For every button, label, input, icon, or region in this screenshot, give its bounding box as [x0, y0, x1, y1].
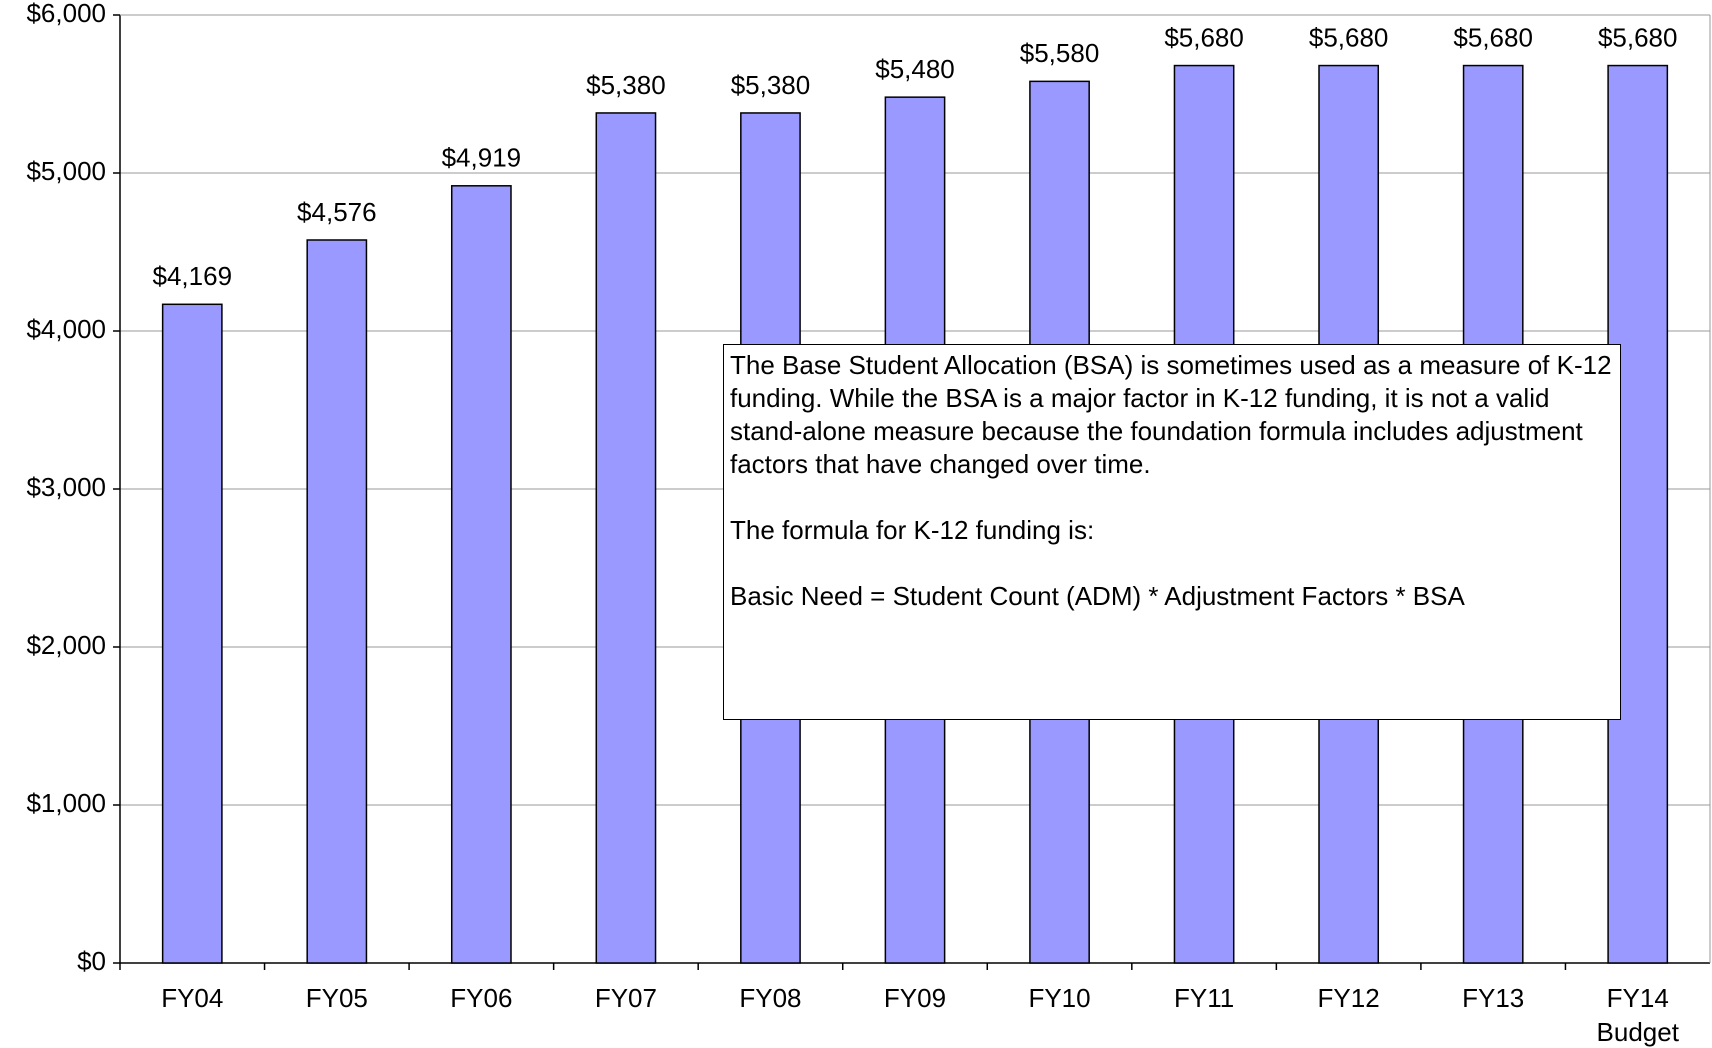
y-tick-label: $4,000 [26, 314, 106, 344]
value-label: $4,169 [153, 261, 233, 291]
x-tick-label: FY11 [1173, 983, 1235, 1013]
y-tick-label: $2,000 [26, 630, 106, 660]
x-tick-label: FY05 [305, 983, 368, 1013]
x-tick-label: FY12 [1317, 983, 1380, 1013]
annotation: Basic Need = Student Count (ADM) * Adjus… [730, 581, 1465, 611]
value-label: $4,576 [297, 197, 377, 227]
x-tick-label: FY06 [450, 983, 513, 1013]
value-label: $5,380 [731, 70, 811, 100]
x-tick-label: FY10 [1028, 983, 1091, 1013]
value-label: $5,380 [586, 70, 666, 100]
annotation-box: The Base Student Allocation (BSA) is som… [723, 344, 1621, 720]
value-label: $5,680 [1453, 22, 1533, 52]
y-tick-label: $5,000 [26, 156, 106, 186]
annotation: The formula for K-12 funding is: [730, 515, 1095, 545]
x-tick-label: FY07 [594, 983, 657, 1013]
value-label: $5,480 [875, 54, 955, 84]
x-tick-label: FY14 Budget [1596, 983, 1679, 1047]
value-label: $5,680 [1164, 22, 1244, 52]
x-tick-label: FY09 [883, 983, 947, 1013]
x-tick-label: FY08 [739, 983, 802, 1013]
y-tick-label: $3,000 [26, 472, 106, 502]
value-label: $5,580 [1020, 38, 1100, 68]
bar [306, 239, 368, 964]
x-tick-label: FY13 [1462, 983, 1525, 1013]
bar [595, 112, 657, 964]
y-tick-label: $0 [77, 946, 106, 976]
value-label: $5,680 [1598, 22, 1678, 52]
bar [161, 303, 223, 964]
value-label: $5,680 [1309, 22, 1389, 52]
annotation: The Base Student Allocation (BSA) is som… [730, 350, 1612, 479]
y-tick-label: $1,000 [26, 788, 106, 818]
x-tick-label: FY04 [161, 983, 224, 1013]
y-tick-label: $6,000 [26, 0, 106, 28]
bar [450, 185, 512, 964]
value-label: $4,919 [442, 143, 522, 173]
